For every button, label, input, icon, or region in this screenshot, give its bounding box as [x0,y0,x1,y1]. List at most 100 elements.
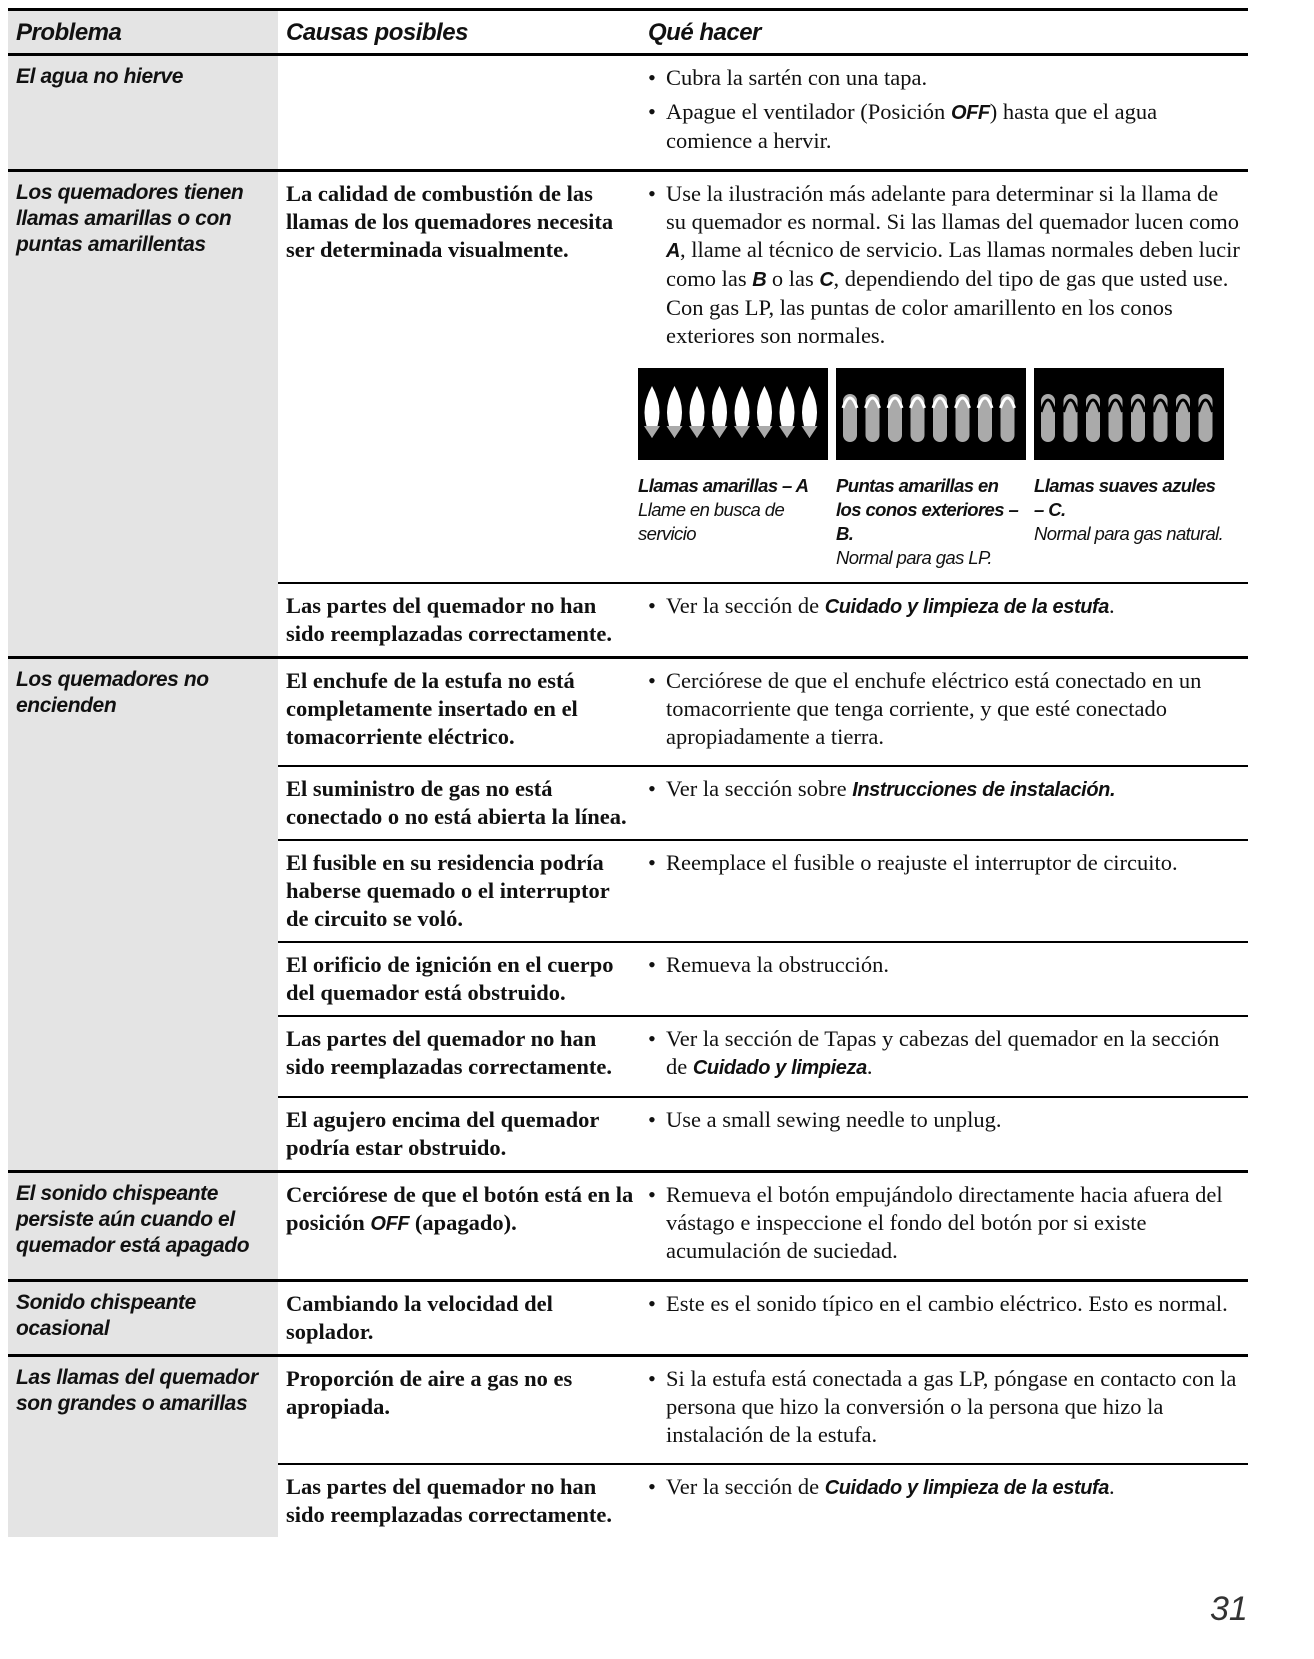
text: Este es el sonido típico en el cambio el… [666,1291,1228,1316]
header-actions: Qué hacer [640,8,1248,55]
table-row: Sonido chispeante ocasional Cambiando la … [8,1279,1248,1356]
action-item: Cubra la sartén con una tapa. [648,64,1242,92]
text: El orificio de ignición en el cuerpo del… [286,952,614,1005]
text: Cambiando la velocidad del soplador. [286,1291,553,1344]
table-row: El agujero encima del quemador podría es… [8,1096,1248,1172]
figure-note: Normal para gas natural. [1034,523,1224,544]
cause: El enchufe de la estufa no está completa… [278,656,640,766]
troubleshooting-table: Problema Causas posibles Qué hacer El ag… [8,8,1248,1537]
text: El suministro de gas no está conectado o… [286,776,627,829]
text: Reemplace el fusible o reajuste el inter… [666,850,1178,875]
table-row: Los quemadores no encienden El enchufe de… [8,656,1248,1172]
actions: Remueva el botón empujándolo directament… [640,1170,1248,1281]
text: El fusible en su residencia podría haber… [286,850,610,931]
table-row: El orificio de ignición en el cuerpo del… [8,941,1248,1016]
figure-title: Puntas amarillas en los conos exteriores… [836,475,1019,544]
text: Las partes del quemador no han sido reem… [286,1474,612,1527]
action-item: Reemplace el fusible o reajuste el inter… [648,849,1242,877]
actions: Reemplace el fusible o reajuste el inter… [640,839,1248,942]
table-row: El fusible en su residencia podría haber… [8,839,1248,942]
figure-title: Llamas amarillas – A [638,475,809,496]
emphasis: Instrucciones de instalación. [852,779,1116,801]
problem: El sonido chispeante persiste aún cuando… [8,1170,278,1281]
text: Las partes del quemador no han sido reem… [286,593,612,646]
text: Remueva el botón empujándolo directament… [666,1182,1223,1263]
action-item: Use la ilustración más adelante para det… [648,180,1242,350]
cause: Cambiando la velocidad del soplador. [278,1279,640,1356]
text: Ver la sección de [666,1474,825,1499]
text: El enchufe de la estufa no está completa… [286,668,578,749]
flame-illustration [836,368,1026,460]
table-row: Las llamas del quemador son grandes o am… [8,1354,1248,1537]
actions: Ver la sección sobre Instrucciones de in… [640,765,1248,840]
problem: Las llamas del quemador son grandes o am… [8,1354,278,1537]
action-item: Ver la sección de Cuidado y limpieza de … [648,1473,1242,1502]
text: , dependiendo del tipo de gas que usted … [666,266,1229,348]
actions: Use la ilustración más adelante para det… [638,169,1248,583]
figure: Llamas suaves azules – C. Normal para gas… [1034,368,1224,570]
text: Cerciórese de que el enchufe eléctrico e… [666,668,1202,749]
table-row: El suministro de gas no está conectado o… [8,765,1248,840]
action-item: Ver la sección sobre Instrucciones de in… [648,775,1242,804]
cause: Proporción de aire a gas no es apropiada… [278,1354,640,1464]
action-item: Apague el ventilador (Posición OFF) hast… [648,98,1242,155]
figure-note: Normal para gas LP. [836,547,992,568]
table-row: Las partes del quemador no han sido reem… [8,582,1248,658]
cause: El agujero encima del quemador podría es… [278,1096,640,1172]
text: El agujero encima del quemador podría es… [286,1107,599,1160]
table-row: Las partes del quemador no han sido reem… [8,1463,1248,1537]
flame-illustration [1034,368,1224,460]
problem: Los quemadores no encienden [8,656,278,1172]
table-row: Las partes del quemador no han sido reem… [8,1015,1248,1097]
cause [278,53,640,171]
emphasis: C [819,269,834,291]
text: Remueva la obstrucción. [666,952,890,977]
text: Ver la sección sobre [666,776,853,801]
text: Use a small sewing needle to unplug. [666,1107,1002,1132]
text: Cubra la sartén con una tapa. [666,65,928,90]
table-row: El sonido chispeante persiste aún cuando… [8,1170,1248,1281]
text: . [866,1054,873,1079]
cause: Las partes del quemador no han sido reem… [278,1015,640,1097]
text: (apagado). [409,1210,517,1235]
action-item: Remueva la obstrucción. [648,951,1242,979]
action-item: Si la estufa está conectada a gas LP, pó… [648,1365,1242,1449]
cause: La calidad de combustión de las llamas d… [278,169,640,583]
text: Cerciórese de que el botón está en la po… [286,1182,634,1235]
text: Ver la sección de Tapas y cabezas del qu… [666,1026,1220,1079]
header-causes: Causas posibles [278,8,640,55]
emphasis: Cuidado y limpieza de la estufa [824,596,1110,618]
page-number: 31 [1210,1590,1248,1628]
emphasis: Cuidado y limpieza de la estufa [824,1477,1110,1499]
cause: El suministro de gas no está conectado o… [278,765,640,840]
actions: Cubra la sartén con una tapa. Apague el v… [640,53,1248,171]
text: Proporción de aire a gas no es apropiada… [286,1366,573,1419]
text: La calidad de combustión de las llamas d… [286,181,614,262]
table-row: El agua no hierve Cubra la sartén con una… [8,53,1248,171]
action-item: Use a small sewing needle to unplug. [648,1106,1242,1134]
text: Las partes del quemador no han sido reem… [286,1026,612,1079]
figure-title: Llamas suaves azules – C. [1034,475,1216,520]
action-item: Cerciórese de que el enchufe eléctrico e… [648,667,1242,751]
cause: El orificio de ignición en el cuerpo del… [278,941,640,1016]
action-item: Remueva el botón empujándolo directament… [648,1181,1242,1265]
problem: Sonido chispeante ocasional [8,1279,278,1356]
action-item: Ver la sección de Cuidado y limpieza de … [648,592,1242,621]
header-row: Problema Causas posibles Qué hacer [8,8,1248,55]
flame-illustration [638,368,828,460]
figure: Llamas amarillas – A Llame en busca de se… [638,368,828,570]
text: . [1109,593,1115,618]
actions: Ver la sección de Tapas y cabezas del qu… [640,1015,1248,1097]
actions: Use a small sewing needle to unplug. [640,1096,1248,1172]
text: Apague el ventilador (Posición [666,99,951,124]
text: o las [766,266,820,291]
actions: Ver la sección de Cuidado y limpieza de … [640,582,1248,658]
figures: Llamas amarillas – A Llame en busca de se… [638,368,1242,570]
emphasis: Cuidado y limpieza [692,1057,867,1079]
header-problem: Problema [8,8,278,55]
text: Si la estufa está conectada a gas LP, pó… [666,1366,1237,1447]
cause: El fusible en su residencia podría haber… [278,839,640,942]
cause: Las partes del quemador no han sido reem… [278,582,640,658]
text: Ver la sección de [666,593,825,618]
emphasis: OFF [370,1213,410,1235]
